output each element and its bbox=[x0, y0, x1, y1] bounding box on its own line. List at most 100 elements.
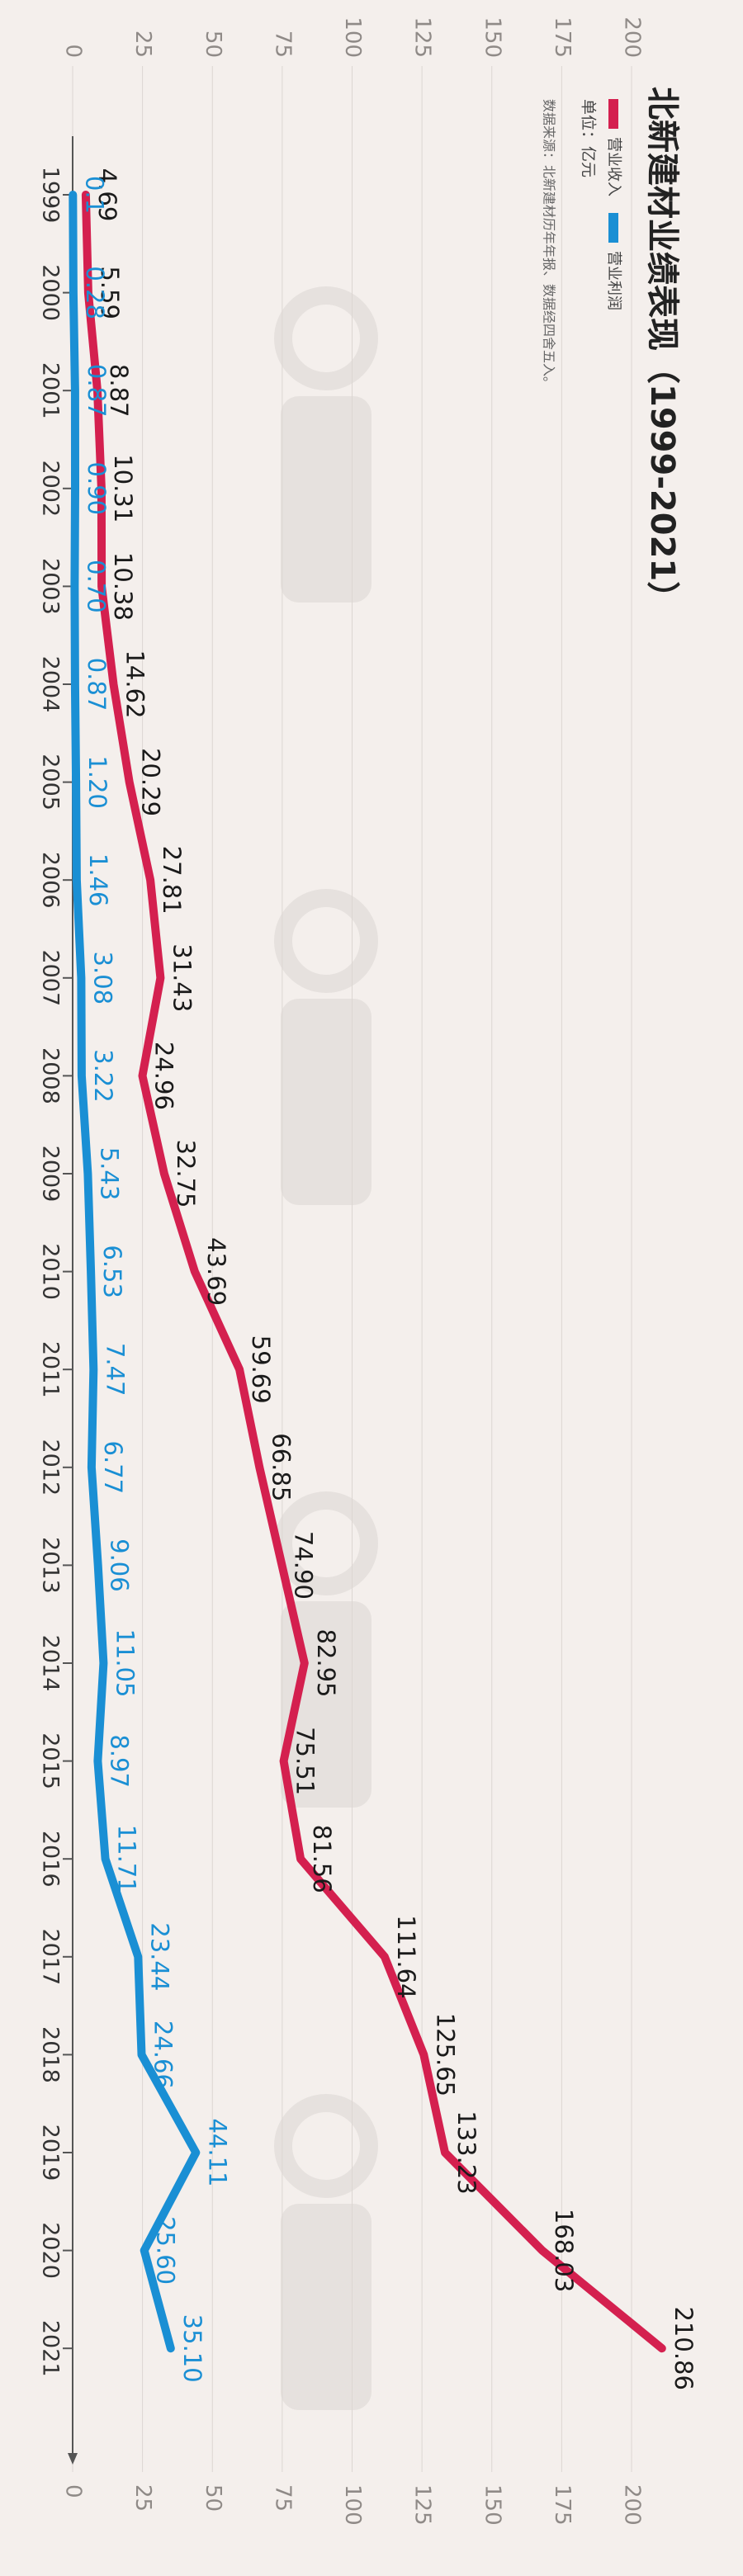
profit-data-label: 6.77 bbox=[99, 1441, 127, 1495]
year-label: 2021 bbox=[38, 2320, 64, 2377]
source-label: 数据来源：北新建材历年年报、数据经四舍五入。 bbox=[542, 99, 557, 390]
watermark-layer bbox=[274, 286, 378, 2410]
value-tick-label-bottom: 50 bbox=[201, 2484, 225, 2512]
profit-data-label: 44.11 bbox=[203, 2118, 231, 2186]
profit-data-label: 1.20 bbox=[83, 755, 111, 809]
legend-label-profit: 营业利润 bbox=[605, 251, 622, 310]
revenue-data-label: 74.90 bbox=[290, 1531, 318, 1600]
year-label: 2009 bbox=[38, 1146, 64, 1203]
revenue-data-label: 4.69 bbox=[93, 168, 121, 222]
year-label: 2010 bbox=[38, 1243, 64, 1300]
watermark-logo bbox=[274, 286, 378, 603]
watermark-logo bbox=[274, 2094, 378, 2410]
year-label: 2008 bbox=[38, 1047, 64, 1104]
revenue-data-label: 210.86 bbox=[670, 2306, 698, 2389]
revenue-data-label: 8.87 bbox=[105, 364, 133, 418]
watermark-ring bbox=[274, 889, 378, 993]
value-tick-label-bottom: 25 bbox=[130, 2484, 155, 2512]
value-tick-label-top: 50 bbox=[201, 31, 225, 58]
profit-data-label: 6.53 bbox=[98, 1245, 126, 1298]
profit-data-label: 23.44 bbox=[145, 1922, 173, 1991]
watermark-ring bbox=[274, 1491, 378, 1595]
year-label: 2014 bbox=[38, 1635, 64, 1692]
profit-data-label: 9.06 bbox=[106, 1539, 134, 1592]
value-tick-label-top: 125 bbox=[410, 17, 435, 58]
axes-layer: 0 0 25 25 50 50 75 75 100 100 125 125 150 150 175 175 20… bbox=[38, 17, 645, 2525]
revenue-line bbox=[81, 191, 666, 2353]
value-tick-label-top: 0 bbox=[61, 44, 86, 58]
value-tick-label-top: 150 bbox=[480, 17, 504, 58]
value-tick-label-bottom: 100 bbox=[340, 2484, 365, 2526]
year-axis-arrow bbox=[68, 2453, 78, 2465]
value-tick-label-bottom: 125 bbox=[410, 2484, 435, 2526]
watermark-block bbox=[281, 999, 372, 1205]
watermark-ring bbox=[274, 286, 378, 390]
profit-data-label: 35.10 bbox=[178, 2314, 206, 2383]
profit-data-label: 0.70 bbox=[82, 560, 110, 613]
chart-title: 北新建材业绩表现（1999-2021） bbox=[643, 87, 681, 614]
revenue-data-label: 24.96 bbox=[150, 1042, 178, 1110]
profit-data-label: 8.97 bbox=[105, 1734, 133, 1788]
revenue-data-label: 66.85 bbox=[267, 1433, 295, 1501]
year-label: 2020 bbox=[38, 2222, 64, 2279]
value-tick-label-top: 200 bbox=[620, 17, 645, 58]
revenue-data-label: 125.65 bbox=[431, 2013, 459, 2096]
year-label: 2016 bbox=[38, 1831, 64, 1888]
watermark-logo bbox=[274, 889, 378, 1205]
revenue-data-label: 20.29 bbox=[137, 748, 165, 816]
year-label: 2003 bbox=[38, 558, 64, 615]
value-tick-label-top: 175 bbox=[550, 17, 575, 58]
revenue-data-label: 133.23 bbox=[452, 2110, 480, 2194]
revenue-data-label: 75.51 bbox=[291, 1727, 319, 1795]
profit-data-label: 5.43 bbox=[95, 1147, 123, 1201]
revenue-data-label: 111.64 bbox=[392, 1915, 420, 1998]
year-label: 2004 bbox=[38, 656, 64, 713]
profit-data-label: 25.60 bbox=[152, 2216, 180, 2285]
revenue-data-label: 27.81 bbox=[158, 846, 186, 915]
revenue-data-label: 59.69 bbox=[247, 1335, 275, 1404]
value-tick-label-bottom: 75 bbox=[270, 2484, 295, 2512]
watermark-ring bbox=[274, 2094, 378, 2198]
profit-data-label: 0.28 bbox=[81, 266, 109, 319]
revenue-data-label: 81.56 bbox=[308, 1825, 336, 1893]
year-label: 2015 bbox=[38, 1732, 64, 1789]
revenue-data-label: 31.43 bbox=[168, 943, 196, 1012]
year-label: 2005 bbox=[38, 754, 64, 811]
value-tick-label-bottom: 0 bbox=[61, 2484, 86, 2498]
profit-data-label: 0.1 bbox=[80, 176, 108, 214]
profit-data-label: 0.87 bbox=[83, 364, 111, 418]
series-layer: 4.69 5.59 8.87 10.31 10.38 14.62 20.29 27.81 31.… bbox=[69, 168, 698, 2390]
year-label: 1999 bbox=[38, 167, 64, 224]
year-label: 2000 bbox=[38, 264, 64, 321]
profit-data-label: 11.05 bbox=[111, 1628, 139, 1697]
watermark-block bbox=[281, 396, 372, 603]
year-label: 2006 bbox=[38, 852, 64, 909]
year-label: 2018 bbox=[38, 2026, 64, 2083]
revenue-data-label: 10.31 bbox=[109, 454, 137, 522]
revenue-data-label: 5.59 bbox=[96, 266, 124, 319]
year-label: 2019 bbox=[38, 2125, 64, 2181]
value-tick-label-bottom: 200 bbox=[620, 2484, 645, 2526]
legend-swatch-profit bbox=[608, 213, 618, 243]
revenue-data-label: 14.62 bbox=[121, 650, 149, 718]
revenue-data-label: 32.75 bbox=[172, 1139, 200, 1208]
value-tick-label-top: 100 bbox=[340, 17, 365, 58]
watermark-block bbox=[281, 2204, 372, 2410]
grid-layer bbox=[72, 66, 632, 2472]
year-label: 2001 bbox=[38, 362, 64, 419]
unit-label: 单位：亿元 bbox=[580, 99, 598, 177]
value-tick-label-bottom: 150 bbox=[480, 2484, 504, 2526]
revenue-data-label: 82.95 bbox=[312, 1628, 340, 1697]
year-label: 2011 bbox=[38, 1341, 64, 1398]
profit-data-label: 0.90 bbox=[83, 462, 111, 516]
value-tick-label-bottom: 175 bbox=[550, 2484, 575, 2526]
profit-data-label: 0.87 bbox=[83, 658, 111, 711]
year-label: 2012 bbox=[38, 1439, 64, 1496]
profit-data-label: 1.46 bbox=[84, 853, 112, 907]
revenue-data-label: 168.03 bbox=[550, 2209, 578, 2292]
profit-data-label: 3.08 bbox=[88, 952, 116, 1005]
year-label: 2013 bbox=[38, 1537, 64, 1594]
profit-line bbox=[69, 191, 201, 2353]
